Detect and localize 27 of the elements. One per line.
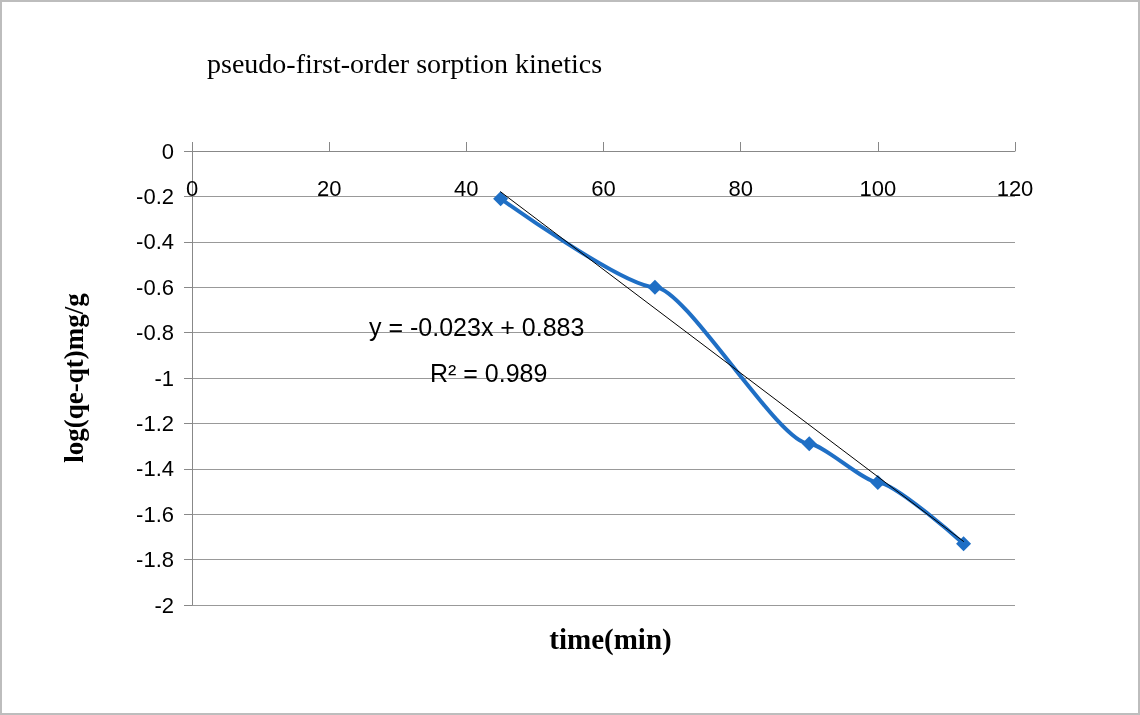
x-tick-label: 0 bbox=[185, 175, 199, 201]
x-tick-label: 40 bbox=[454, 175, 479, 201]
point bbox=[956, 536, 972, 552]
y-tick-label: -0.2 bbox=[136, 183, 174, 209]
y-tick-label: -1.8 bbox=[136, 547, 174, 573]
y-tick-label: 0 bbox=[161, 138, 174, 164]
annotation: y = -0.023x + 0.883 bbox=[369, 312, 585, 341]
point bbox=[493, 191, 509, 207]
x-tick-label: 80 bbox=[728, 175, 753, 201]
y-tick-label: -1.6 bbox=[136, 501, 174, 527]
point bbox=[801, 436, 817, 452]
chart-title: pseudo-first-order sorption kinetics bbox=[207, 47, 603, 79]
y-axis-title: log(qe-qt)mg/g bbox=[58, 292, 89, 463]
y-tick-label: -2 bbox=[154, 592, 174, 618]
y-tick-label: -1.4 bbox=[136, 456, 174, 482]
x-axis-title: time(min) bbox=[549, 622, 672, 656]
y-tick-label: -0.8 bbox=[136, 320, 174, 346]
x-tick-label: 20 bbox=[316, 175, 342, 201]
y-tick-label: -0.4 bbox=[136, 229, 174, 255]
y-tick-label: -1.2 bbox=[136, 410, 174, 436]
x-tick-label: 60 bbox=[591, 175, 616, 201]
y-tick-label: -1 bbox=[154, 365, 174, 391]
point bbox=[647, 279, 663, 295]
x-tick-label: 100 bbox=[859, 175, 897, 201]
annotation: R² = 0.989 bbox=[430, 358, 548, 387]
y-tick-label: -0.6 bbox=[136, 274, 174, 300]
x-tick-label: 120 bbox=[996, 175, 1034, 201]
